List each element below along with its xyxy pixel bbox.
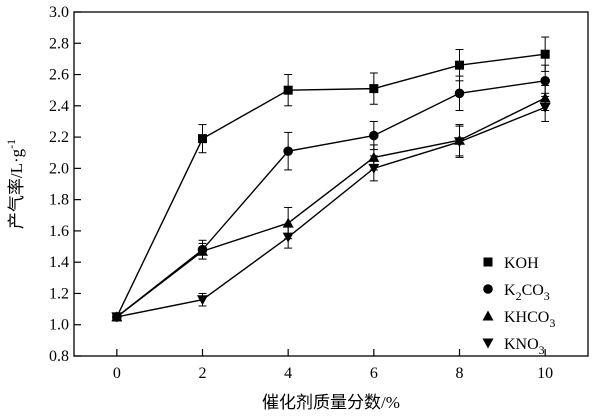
x-tick-label: 6 xyxy=(370,365,378,382)
legend-marker-koh xyxy=(483,257,493,267)
y-tick-label: 2.2 xyxy=(49,129,69,146)
legend: KOH K2CO3 KHCO3 KNO3 xyxy=(482,255,555,357)
legend-marker-kno3 xyxy=(482,338,494,349)
data-point-k2co3 xyxy=(454,88,465,99)
series-koh xyxy=(112,36,550,322)
data-point-koh xyxy=(540,49,550,59)
legend-marker-k2co3 xyxy=(483,284,493,294)
legend-marker-khco3 xyxy=(482,310,494,321)
series-line-kno3 xyxy=(116,106,546,318)
x-tick-label: 4 xyxy=(284,365,292,382)
y-tick-label: 2.4 xyxy=(49,98,69,115)
data-point-k2co3 xyxy=(283,146,293,156)
y-tick-label: 2.8 xyxy=(49,35,69,52)
series-line-khco3 xyxy=(116,97,546,318)
data-point-kno3 xyxy=(197,295,208,306)
x-tick-label: 2 xyxy=(199,365,207,382)
series-k2co3 xyxy=(112,64,550,322)
x-tick-label: 0 xyxy=(113,365,121,382)
data-point-khco3 xyxy=(282,217,294,228)
legend-label-k2co3: K2CO3 xyxy=(504,282,550,303)
data-point-k2co3 xyxy=(540,76,550,86)
data-point-koh xyxy=(283,85,293,95)
data-point-kno3 xyxy=(282,232,294,243)
series-line-k2co3 xyxy=(116,80,546,318)
legend-label-kno3: KNO3 xyxy=(504,336,545,357)
legend-label-koh: KOH xyxy=(504,255,539,272)
y-tick-label: 0.8 xyxy=(49,348,69,365)
series-layer xyxy=(111,36,551,323)
data-point-kno3 xyxy=(454,137,465,148)
x-tick-label: 8 xyxy=(456,365,464,382)
y-axis-label-superscript: -1 xyxy=(4,139,18,149)
y-tick-label: 1.6 xyxy=(49,223,69,240)
plot-frame xyxy=(73,11,589,357)
data-point-koh xyxy=(455,60,464,70)
y-axis: 0.8 1.0 1.2 1.4 1.6 1.8 2.0 2.2 2.4 2.6 2.8 3.0 xyxy=(49,4,81,365)
data-point-kno3 xyxy=(539,102,551,113)
y-tick-label: 1.8 xyxy=(49,192,69,209)
series-line-koh xyxy=(116,53,546,318)
y-tick-label: 1.0 xyxy=(49,317,69,334)
y-axis-label-main: 产气率/L·g xyxy=(7,148,26,229)
data-point-k2co3 xyxy=(369,130,379,141)
data-point-khco3 xyxy=(197,245,208,256)
y-tick-label: 3.0 xyxy=(49,4,69,21)
x-axis-label: 催化剂质量分数/% xyxy=(262,393,400,412)
data-point-koh xyxy=(369,84,379,94)
y-tick-label: 1.4 xyxy=(49,254,69,271)
legend-label-khco3: KHCO3 xyxy=(504,309,555,330)
y-axis-label: 产气率/L·g-1 xyxy=(4,139,26,229)
series-kno3 xyxy=(111,92,551,323)
y-tick-label: 2.0 xyxy=(49,160,69,177)
x-tick-label: 10 xyxy=(537,365,553,382)
y-tick-label: 1.2 xyxy=(49,285,69,302)
data-point-kno3 xyxy=(368,163,380,174)
x-axis: 0 2 4 6 8 10 xyxy=(113,349,553,382)
y-tick-label: 2.6 xyxy=(49,67,69,84)
data-point-kno3 xyxy=(111,312,123,323)
data-point-koh xyxy=(198,134,207,144)
